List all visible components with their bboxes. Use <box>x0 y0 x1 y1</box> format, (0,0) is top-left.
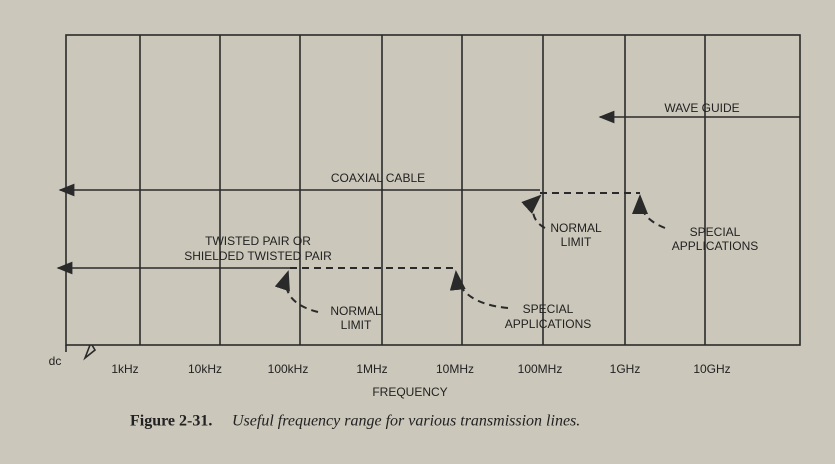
x-tick-label: 10kHz <box>188 362 222 376</box>
note: SPECIAL <box>690 225 741 239</box>
caption-text: Useful frequency range for various trans… <box>232 413 580 430</box>
range-label: TWISTED PAIR OR <box>205 234 311 248</box>
note: APPLICATIONS <box>505 317 591 331</box>
range-label: SHIELDED TWISTED PAIR <box>184 249 332 263</box>
axis-break <box>65 344 97 361</box>
note: NORMAL <box>550 221 602 235</box>
note: LIMIT <box>561 235 592 249</box>
x-tick-label: 1GHz <box>610 362 641 376</box>
note: APPLICATIONS <box>672 239 758 253</box>
twisted-special-arrow <box>449 270 509 309</box>
x-tick-label: 100MHz <box>518 362 563 376</box>
twisted-normal-arrow <box>274 270 319 313</box>
x-tick-label: 10GHz <box>693 362 730 376</box>
x-tick-label: 1kHz <box>111 362 138 376</box>
x-tick-label: dc <box>49 354 62 368</box>
x-tick-label: 10MHz <box>436 362 474 376</box>
note: LIMIT <box>341 318 372 332</box>
note: NORMAL <box>330 304 382 318</box>
axis-title: FREQUENCY <box>372 385 447 399</box>
x-tick-label: 1MHz <box>356 362 387 376</box>
x-tick-label: 100kHz <box>268 362 309 376</box>
range-label: WAVE GUIDE <box>664 101 739 115</box>
coax-special-arrow <box>632 194 666 229</box>
note: SPECIAL <box>523 302 574 316</box>
caption-number: Figure 2-31. <box>130 413 212 430</box>
range-label: COAXIAL CABLE <box>331 171 425 185</box>
coax-normal-arrow <box>521 194 546 229</box>
